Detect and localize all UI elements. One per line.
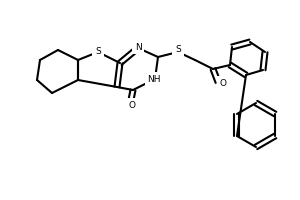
Text: O: O [128,100,136,110]
Text: N: N [135,43,141,51]
Text: NH: NH [147,74,161,84]
Text: S: S [175,46,181,54]
Text: S: S [95,46,101,55]
Text: O: O [220,78,226,88]
